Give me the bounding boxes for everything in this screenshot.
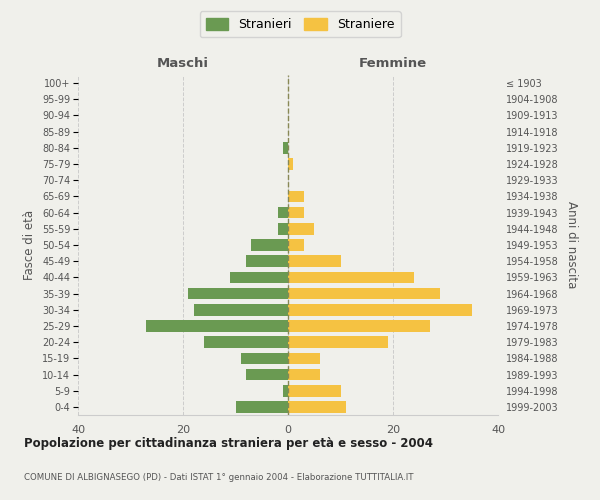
Text: Femmine: Femmine (359, 57, 427, 70)
Bar (251, 239, 288, 251)
Bar (235, 401, 288, 412)
Bar (288, 320, 430, 332)
Bar (283, 385, 288, 396)
Text: Popolazione per cittadinanza straniera per età e sesso - 2004: Popolazione per cittadinanza straniera p… (24, 438, 433, 450)
Bar (288, 401, 346, 412)
Bar (277, 223, 288, 234)
Y-axis label: Anni di nascita: Anni di nascita (565, 202, 578, 288)
Bar (288, 336, 388, 348)
Legend: Stranieri, Straniere: Stranieri, Straniere (199, 11, 401, 37)
Bar (246, 256, 288, 267)
Bar (288, 223, 314, 234)
Bar (188, 288, 288, 300)
Bar (288, 158, 293, 170)
Bar (288, 385, 341, 396)
Bar (288, 368, 320, 380)
Bar (288, 272, 414, 283)
Bar (288, 256, 341, 267)
Bar (288, 352, 320, 364)
Bar (283, 142, 288, 154)
Text: COMUNE DI ALBIGNASEGO (PD) - Dati ISTAT 1° gennaio 2004 - Elaborazione TUTTITALI: COMUNE DI ALBIGNASEGO (PD) - Dati ISTAT … (24, 472, 413, 482)
Bar (288, 207, 304, 218)
Bar (204, 336, 288, 348)
Bar (230, 272, 288, 283)
Bar (288, 288, 440, 300)
Bar (277, 207, 288, 218)
Bar (288, 239, 304, 251)
Text: Maschi: Maschi (157, 57, 209, 70)
Bar (146, 320, 288, 332)
Bar (241, 352, 288, 364)
Bar (193, 304, 288, 316)
Y-axis label: Fasce di età: Fasce di età (23, 210, 37, 280)
Bar (246, 368, 288, 380)
Bar (288, 304, 472, 316)
Bar (288, 190, 304, 202)
